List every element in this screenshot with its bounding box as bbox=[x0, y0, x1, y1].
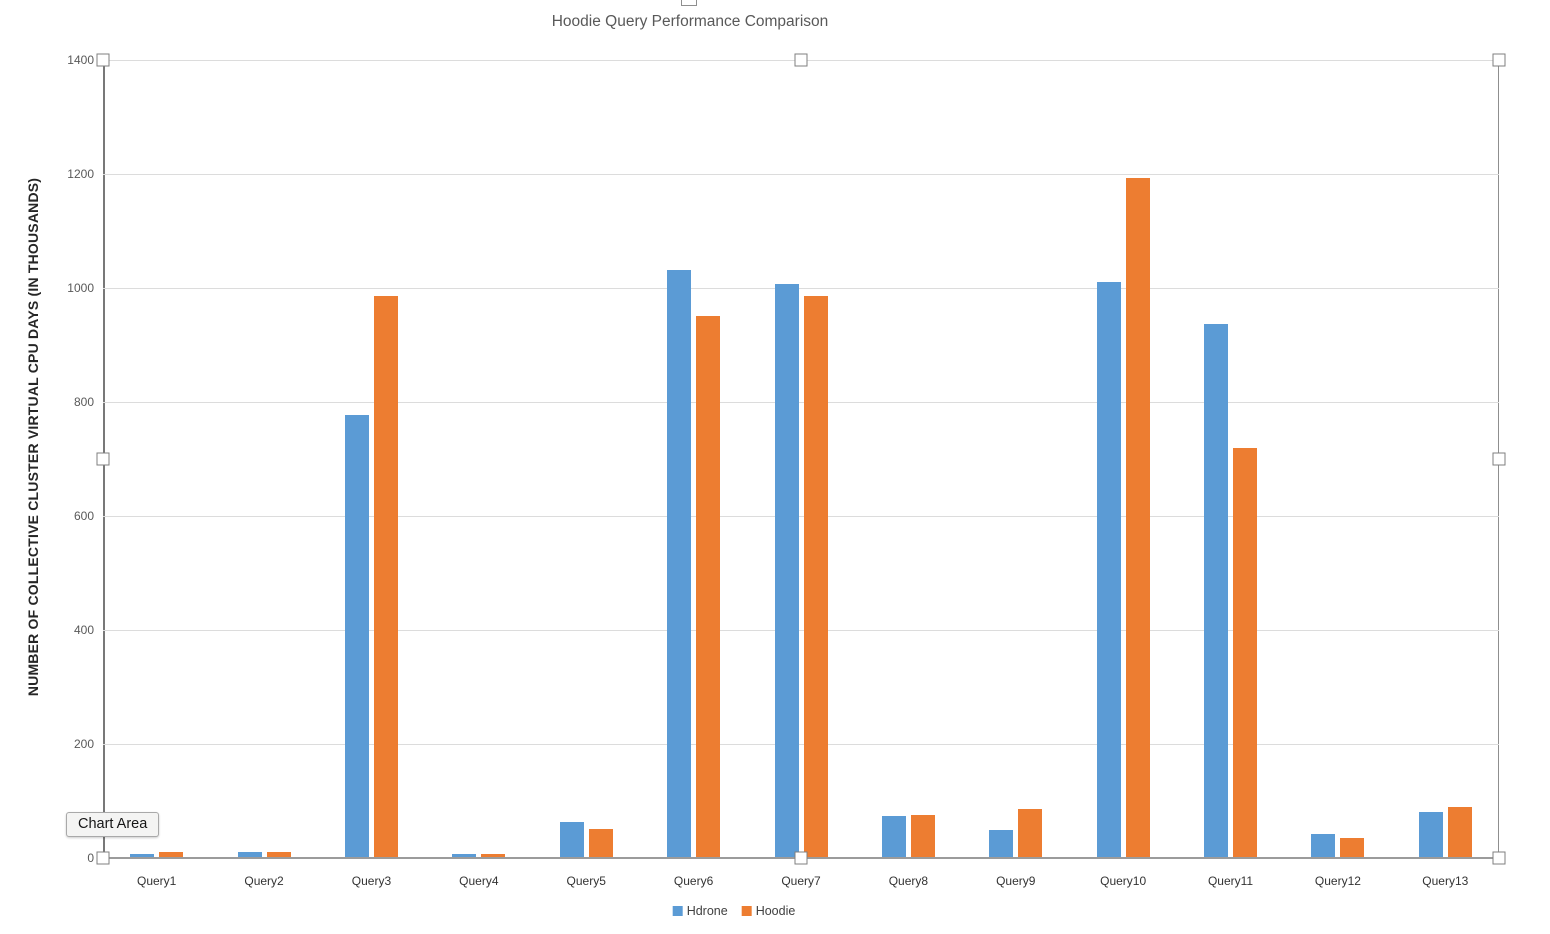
bar-hoodie-query3[interactable] bbox=[373, 295, 398, 857]
bar-hdrone-query5[interactable] bbox=[559, 821, 584, 857]
x-axis-label-query5[interactable]: Query5 bbox=[566, 874, 606, 888]
chart-title[interactable]: Hoodie Query Performance Comparison bbox=[551, 13, 829, 30]
x-axis-label-query13[interactable]: Query13 bbox=[1422, 874, 1469, 888]
bar-hoodie-query4[interactable] bbox=[481, 854, 506, 857]
bar-hdrone-query12[interactable] bbox=[1311, 834, 1336, 857]
gridline-400 bbox=[103, 630, 1499, 631]
chart-area-tooltip: Chart Area bbox=[66, 812, 160, 837]
x-axis-label-query7[interactable]: Query7 bbox=[781, 874, 821, 888]
y-tick-label-400[interactable]: 400 bbox=[73, 623, 94, 637]
bar-hdrone-query9[interactable] bbox=[989, 830, 1014, 857]
bar-hoodie-query5[interactable] bbox=[588, 828, 613, 857]
y-tick-label-600[interactable]: 600 bbox=[73, 509, 94, 523]
gridline-800 bbox=[103, 402, 1499, 403]
plot-area[interactable] bbox=[103, 60, 1499, 859]
bar-hdrone-query10[interactable] bbox=[1096, 282, 1121, 857]
selection-handle-mid-right[interactable] bbox=[1492, 452, 1506, 466]
bar-hdrone-query1[interactable] bbox=[130, 854, 155, 857]
selection-handle-top-left[interactable] bbox=[96, 53, 110, 67]
x-axis-label-query10[interactable]: Query10 bbox=[1100, 874, 1147, 888]
bar-hdrone-query3[interactable] bbox=[344, 415, 369, 857]
bar-hdrone-query7[interactable] bbox=[774, 284, 799, 857]
bar-hoodie-query12[interactable] bbox=[1340, 838, 1365, 857]
x-axis-label-query1[interactable]: Query1 bbox=[137, 874, 177, 888]
y-axis-title[interactable]: NUMBER OF COLLECTIVE CLUSTER VIRTUAL CPU… bbox=[25, 177, 41, 697]
selection-handle-mid-left[interactable] bbox=[96, 452, 110, 466]
x-axis-label-query12[interactable]: Query12 bbox=[1314, 874, 1361, 888]
gridline-1000 bbox=[103, 288, 1499, 289]
bar-hdrone-query4[interactable] bbox=[452, 854, 477, 857]
y-tick-label-800[interactable]: 800 bbox=[73, 395, 94, 409]
gridline-1200 bbox=[103, 174, 1499, 175]
x-axis-label-query4[interactable]: Query4 bbox=[459, 874, 499, 888]
selection-handle-bottom-left[interactable] bbox=[96, 851, 110, 865]
bar-hdrone-query6[interactable] bbox=[667, 269, 692, 857]
legend-label-hoodie: Hoodie bbox=[755, 904, 796, 918]
legend-item-hdrone[interactable]: Hdrone bbox=[672, 904, 728, 918]
bar-hdrone-query2[interactable] bbox=[237, 851, 262, 857]
bar-hoodie-query6[interactable] bbox=[696, 315, 721, 857]
selection-handle-top-center[interactable] bbox=[794, 53, 808, 67]
selection-handle-bottom-center[interactable] bbox=[794, 851, 808, 865]
bar-hoodie-query8[interactable] bbox=[910, 815, 935, 857]
y-tick-label-1000[interactable]: 1000 bbox=[67, 281, 94, 295]
bar-hdrone-query8[interactable] bbox=[881, 815, 906, 857]
x-axis-label-query3[interactable]: Query3 bbox=[351, 874, 392, 888]
x-axis-label-query11[interactable]: Query11 bbox=[1207, 874, 1254, 888]
gridline-200 bbox=[103, 744, 1499, 745]
bar-hoodie-query1[interactable] bbox=[159, 851, 184, 857]
bar-hdrone-query13[interactable] bbox=[1418, 811, 1443, 857]
legend-swatch-hdrone bbox=[672, 906, 683, 916]
bar-hoodie-query10[interactable] bbox=[1125, 177, 1150, 857]
y-tick-label-0[interactable]: 0 bbox=[87, 851, 94, 865]
selection-handle-bottom-right[interactable] bbox=[1492, 851, 1506, 865]
x-axis-label-query8[interactable]: Query8 bbox=[888, 874, 929, 888]
selection-handle-top-right[interactable] bbox=[1492, 53, 1506, 67]
chart-legend[interactable]: Hdrone Hoodie bbox=[672, 904, 796, 918]
legend-item-hoodie[interactable]: Hoodie bbox=[741, 904, 796, 918]
y-tick-label-200[interactable]: 200 bbox=[73, 737, 94, 751]
selection-handle-outer-top[interactable] bbox=[681, 0, 697, 6]
y-tick-label-1400[interactable]: 1400 bbox=[67, 53, 94, 67]
bar-hdrone-query11[interactable] bbox=[1204, 324, 1229, 857]
x-axis-label-query9[interactable]: Query9 bbox=[996, 874, 1036, 888]
legend-label-hdrone: Hdrone bbox=[686, 904, 728, 918]
x-axis-label-query6[interactable]: Query6 bbox=[673, 874, 714, 888]
y-tick-label-1200[interactable]: 1200 bbox=[67, 167, 94, 181]
bar-hoodie-query9[interactable] bbox=[1018, 808, 1043, 857]
gridline-600 bbox=[103, 516, 1499, 517]
bar-hoodie-query13[interactable] bbox=[1447, 807, 1472, 857]
legend-swatch-hoodie bbox=[741, 906, 752, 916]
bar-hoodie-query2[interactable] bbox=[266, 851, 291, 857]
bar-hoodie-query11[interactable] bbox=[1233, 448, 1258, 857]
x-axis-label-query2[interactable]: Query2 bbox=[244, 874, 284, 888]
bar-hoodie-query7[interactable] bbox=[803, 295, 828, 857]
